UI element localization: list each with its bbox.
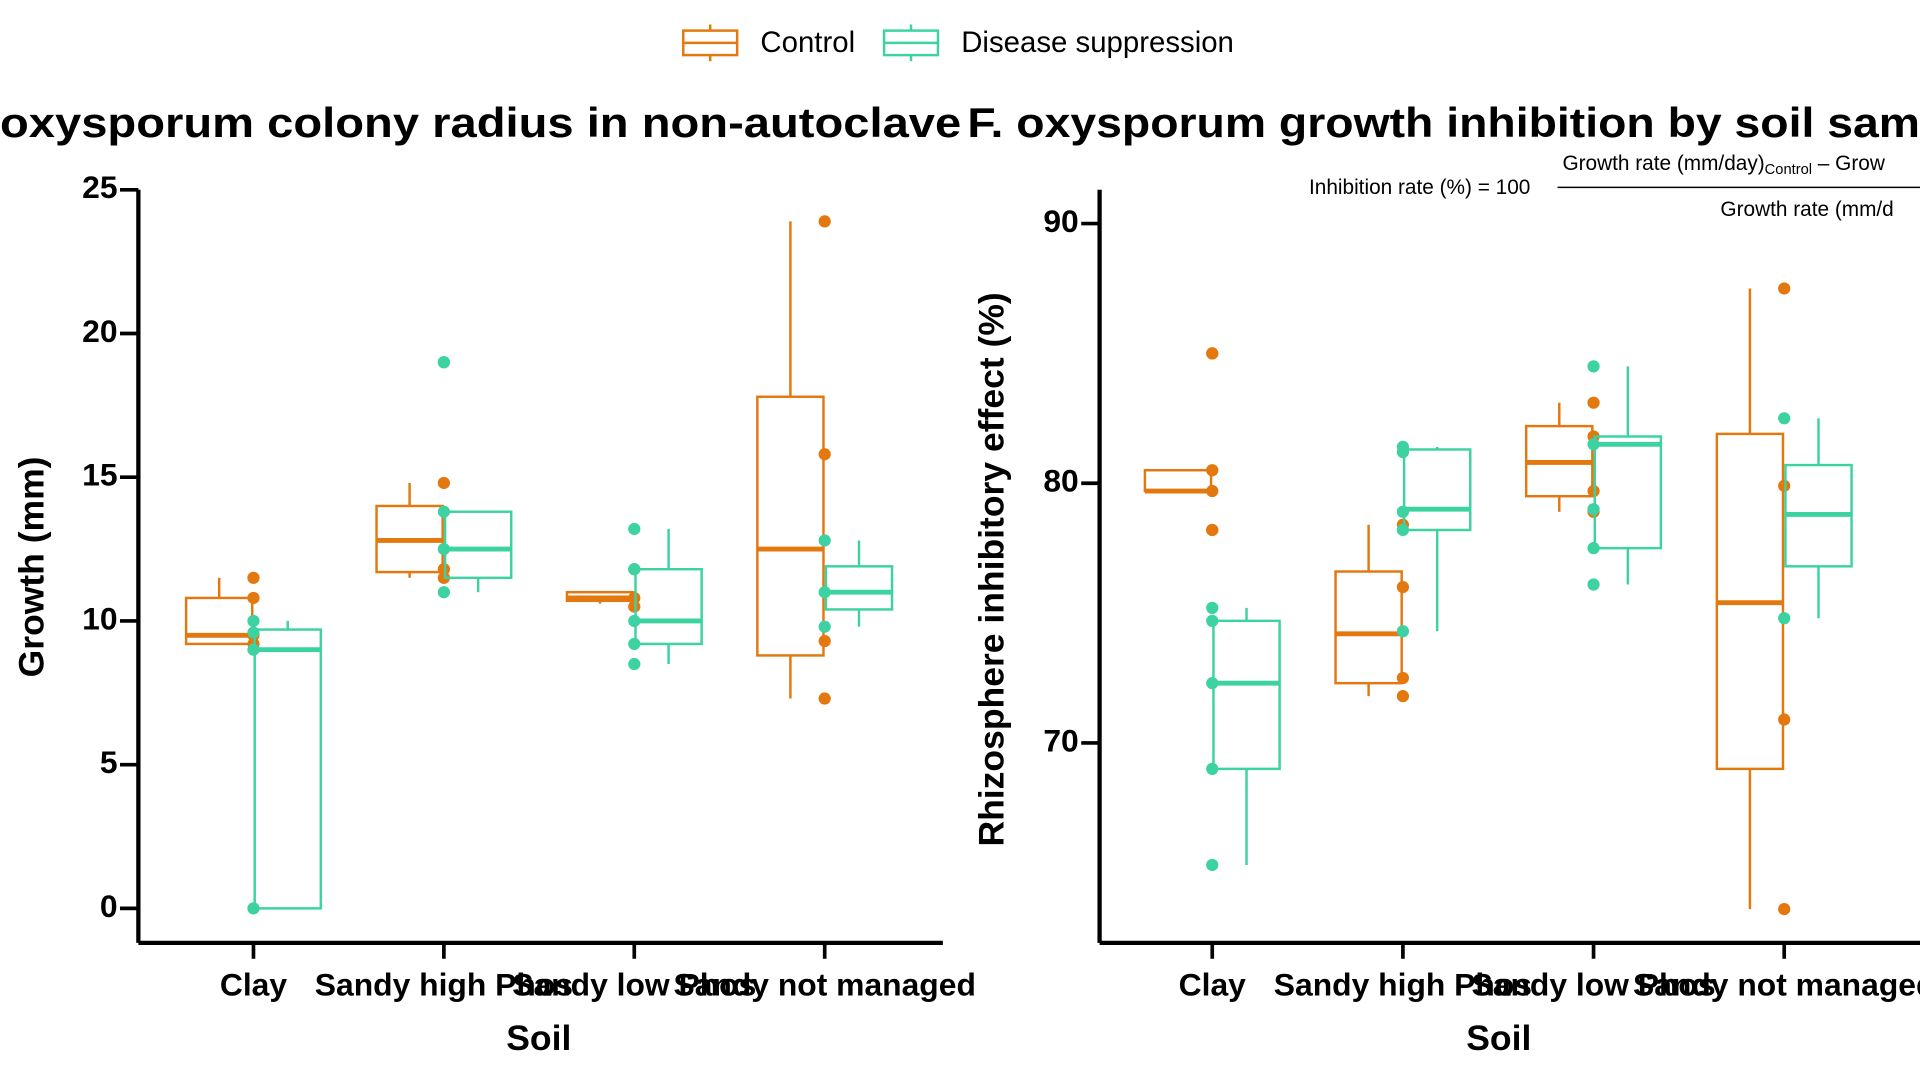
point (1587, 360, 1600, 373)
point (1206, 484, 1219, 498)
y-tick-label: 15 (82, 457, 117, 493)
point (1778, 282, 1791, 295)
point (1396, 671, 1410, 685)
point (1778, 902, 1791, 916)
x-axis-title: Soil (506, 1018, 571, 1058)
point (247, 591, 260, 605)
point (818, 620, 831, 633)
point (1206, 347, 1219, 360)
point (1778, 612, 1791, 625)
point (1587, 396, 1600, 409)
chart-title: F. oxysporum growth inhibition by soil s… (967, 99, 1920, 146)
box (1402, 448, 1472, 532)
point (818, 692, 831, 705)
point (247, 614, 260, 628)
point (1587, 578, 1600, 591)
point (437, 505, 450, 518)
x-tick-label: Sandy not managed (1633, 966, 1920, 1002)
legend-label: Control (760, 26, 855, 59)
box (756, 395, 825, 657)
point (628, 522, 641, 536)
x-tick-label: Sandy high Phos (315, 966, 573, 1002)
point (818, 448, 831, 461)
box (1143, 469, 1213, 493)
point (247, 626, 260, 639)
point (437, 356, 450, 369)
point (818, 534, 831, 547)
point (1396, 690, 1410, 703)
point (818, 634, 831, 648)
y-tick-label: 90 (1043, 203, 1078, 239)
y-axis-title: Growth (mm) (12, 457, 52, 678)
box (253, 628, 323, 910)
box (1593, 435, 1663, 550)
y-tick-label: 70 (1043, 722, 1078, 758)
y-tick-label: 0 (100, 888, 118, 924)
x-tick-label: Sandy low Phos (1472, 966, 1716, 1002)
point (628, 614, 641, 628)
box (1334, 570, 1403, 685)
annotation: Inhibition rate (%) = 100 (1309, 176, 1530, 199)
point (628, 657, 641, 671)
point (1396, 523, 1410, 537)
point (1206, 858, 1219, 872)
point (247, 643, 260, 656)
point (818, 586, 831, 599)
y-axis-title: Rhizosphere inhibitory effect (%) (972, 292, 1012, 846)
point (628, 563, 641, 576)
point (437, 476, 450, 490)
point (1778, 412, 1791, 425)
annotation-part: – Grow (1812, 152, 1886, 175)
point (437, 586, 450, 599)
y-tick-label: 25 (82, 169, 117, 205)
x-tick-label: Sandy high Phos (1274, 966, 1532, 1002)
point (1206, 762, 1219, 775)
y-tick-label: 80 (1043, 463, 1078, 499)
annotation: Growth rate (mm/d (1720, 198, 1893, 221)
point (1206, 614, 1219, 627)
y-tick-label: 5 (100, 744, 118, 780)
point (437, 542, 450, 556)
box (634, 567, 703, 646)
point (1587, 542, 1600, 555)
box (824, 565, 894, 611)
annotation-part: Control (1765, 162, 1812, 178)
point (1396, 580, 1410, 594)
annotation-part: Growth rate (mm/day) (1562, 152, 1764, 175)
chart-title: oxysporum colony radius in non-autoclave (0, 99, 961, 146)
box (1212, 619, 1281, 771)
point (1396, 505, 1410, 518)
point (247, 571, 260, 584)
annotation: Growth rate (mm/day)Control – Grow (1562, 152, 1885, 178)
point (1206, 523, 1219, 537)
y-tick-label: 20 (82, 313, 117, 349)
point (1206, 601, 1219, 614)
point (818, 215, 831, 228)
x-tick-label: Sandy low Phos (512, 966, 756, 1002)
x-tick-label: Sandy not managed (673, 966, 975, 1002)
legend-label: Disease suppression (961, 26, 1234, 59)
point (1396, 625, 1410, 638)
x-tick-label: Clay (220, 966, 288, 1002)
point (1587, 438, 1600, 451)
point (1396, 445, 1410, 459)
point (1206, 677, 1219, 690)
point (247, 902, 260, 915)
x-tick-label: Clay (1179, 966, 1247, 1002)
point (1778, 713, 1791, 726)
point (628, 637, 641, 651)
x-axis-title: Soil (1466, 1018, 1531, 1058)
point (1206, 464, 1219, 477)
point (1587, 503, 1600, 516)
box (443, 510, 513, 580)
y-tick-label: 10 (82, 600, 117, 636)
